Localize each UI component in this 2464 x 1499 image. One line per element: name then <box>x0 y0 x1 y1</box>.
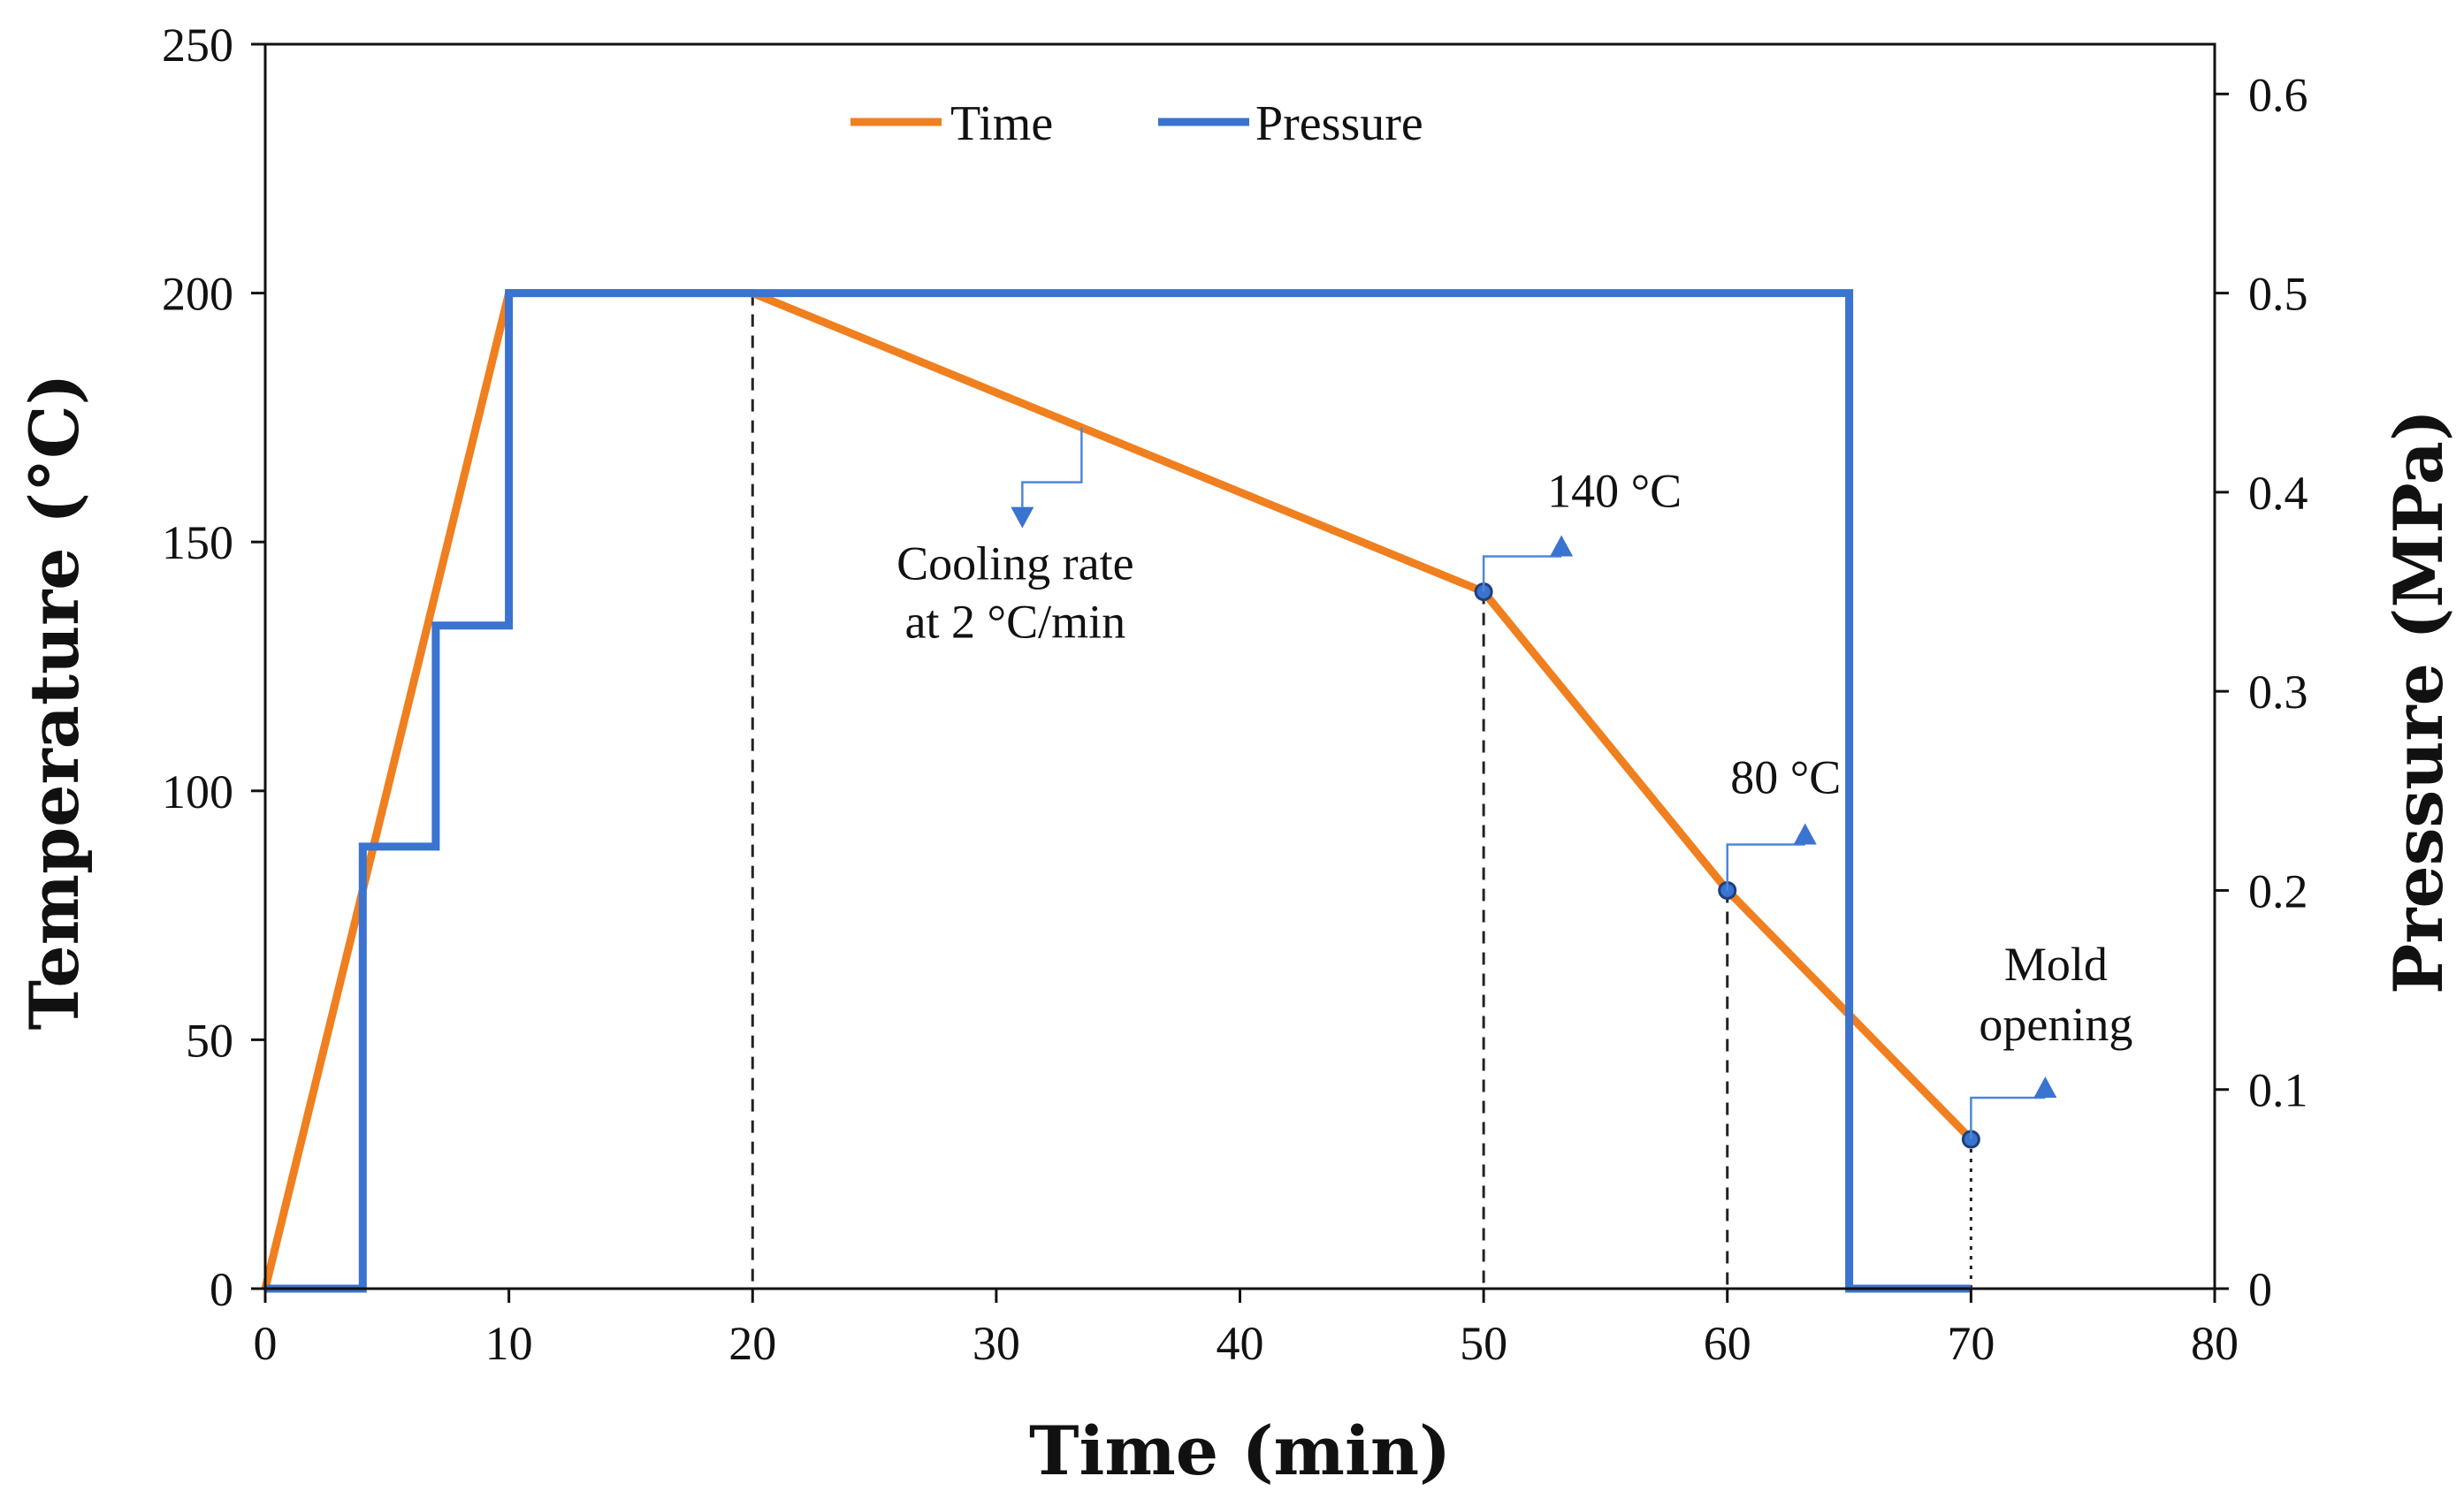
callout-connector-t80 <box>1726 843 1805 891</box>
x-tick-label-8: 80 <box>2191 1317 2239 1370</box>
plot-frame <box>263 42 2216 1290</box>
x-tick-label-2: 20 <box>729 1317 776 1370</box>
y2-tick-label-5: 0.5 <box>2248 268 2308 321</box>
annotation-cooling-line-1: at 2 °C/min <box>905 596 1126 649</box>
y-axis-title: Temperature (°C) <box>15 373 94 1030</box>
x-tick-label-1: 10 <box>485 1317 533 1370</box>
callout-arrow-mold <box>2033 1077 2057 1099</box>
annotation-layer: Cooling rate at 2 °C/min 140 °C 80 °C Mold op… <box>896 427 2132 1140</box>
y-tick-label-2: 100 <box>162 765 233 818</box>
legend-label-pressure: Pressure <box>1255 96 1423 151</box>
series-layer <box>261 289 1974 1293</box>
tick-layer: 0 10 20 30 40 50 60 70 8005010015020025000.10.20… <box>162 19 2308 1370</box>
y-tick-label-0: 0 <box>210 1263 233 1316</box>
y2-tick-label-3: 0.3 <box>2248 666 2308 719</box>
callout-connector-cooling <box>1021 427 1083 507</box>
x-tick-label-4: 40 <box>1217 1317 1264 1370</box>
series-line-time <box>261 289 1974 1290</box>
y2-tick-label-6: 0.6 <box>2248 68 2308 121</box>
series-line-pressure <box>265 289 1972 1293</box>
y2-tick-label-1: 0.1 <box>2248 1064 2308 1117</box>
y2-tick-label-0: 0 <box>2248 1263 2272 1316</box>
x-tick-label-5: 50 <box>1460 1317 1507 1370</box>
annotation-t140-line-0: 140 °C <box>1547 465 1682 518</box>
annotation-mold-line-1: opening <box>1979 998 2132 1051</box>
x-tick-label-6: 60 <box>1704 1317 1751 1370</box>
y2-tick-label-2: 0.2 <box>2248 864 2308 917</box>
reference-lines <box>751 293 1972 1289</box>
callout-arrow-cooling <box>1011 506 1034 529</box>
callout-arrow-t80 <box>1793 823 1817 845</box>
annotation-mold-line-0: Mold <box>2004 938 2108 991</box>
y-tick-label-4: 200 <box>162 268 233 321</box>
callout-connector-t140 <box>1482 555 1562 592</box>
y2-axis-title: Pressure (MPa) <box>2379 409 2458 994</box>
annotation-cooling-line-0: Cooling rate <box>896 537 1133 590</box>
x-tick-label-7: 70 <box>1947 1317 1995 1370</box>
annotation-t80-line-0: 80 °C <box>1730 750 1841 803</box>
x-tick-label-3: 30 <box>973 1317 1020 1370</box>
y-tick-label-5: 250 <box>162 19 233 72</box>
legend-label-time: Time <box>950 96 1053 151</box>
y-tick-label-1: 50 <box>186 1014 233 1067</box>
callout-connector-mold <box>1970 1096 2046 1140</box>
x-tick-label-0: 0 <box>254 1317 278 1370</box>
y-tick-label-3: 150 <box>162 516 233 569</box>
y2-tick-label-4: 0.4 <box>2248 467 2308 520</box>
x-axis-title: Time (min) <box>1029 1411 1451 1490</box>
callout-arrow-t140 <box>1550 535 1574 557</box>
legend: Time Pressure <box>851 96 1423 151</box>
plot-frame-layer <box>263 42 2216 1290</box>
